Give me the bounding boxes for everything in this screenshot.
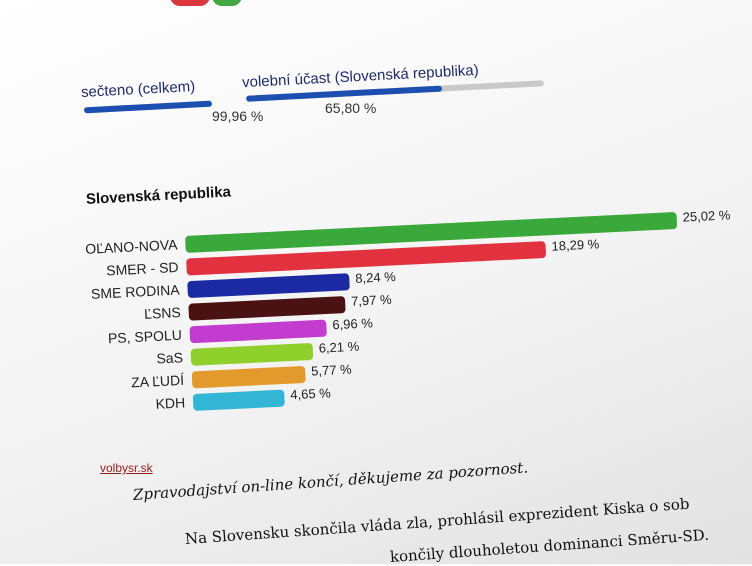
- bar-5: [190, 343, 314, 366]
- bar-3: [188, 296, 346, 321]
- source-link[interactable]: volbysr.sk: [100, 461, 153, 475]
- value-label-2: 8,24 %: [355, 269, 397, 286]
- category-label-0: OĽANO-NOVA: [85, 236, 179, 257]
- category-label-6: ZA ĽUDÍ: [131, 372, 185, 391]
- value-label-4: 6,96 %: [332, 315, 374, 332]
- category-label-4: PS, SPOLU: [108, 327, 183, 347]
- category-label-5: SaS: [156, 349, 183, 366]
- value-label-1: 18,29 %: [551, 236, 600, 253]
- value-label-6: 5,77 %: [311, 362, 353, 379]
- bar-7: [192, 389, 285, 411]
- bar-6: [191, 366, 306, 389]
- bar-0: [185, 212, 678, 253]
- value-label-3: 7,97 %: [351, 292, 393, 309]
- value-label-0: 25,02 %: [682, 207, 731, 224]
- category-label-3: ĽSNS: [144, 304, 181, 322]
- value-label-7: 4,65 %: [290, 385, 332, 402]
- counted-value: 99,96 %: [212, 108, 264, 124]
- bars-group: OĽANO-NOVA 25,02 % SMER - SD 18,29 % SME ROD…: [85, 207, 731, 412]
- bar-4: [189, 319, 327, 344]
- top-color-strip: [150, 0, 260, 10]
- bar-2: [187, 273, 350, 298]
- bar-1: [186, 241, 546, 276]
- turnout-value: 65,80 %: [325, 100, 377, 116]
- category-label-1: SMER - SD: [106, 259, 179, 279]
- category-label-2: SME RODINA: [91, 282, 181, 302]
- category-label-7: KDH: [155, 394, 185, 411]
- value-label-5: 6,21 %: [318, 339, 360, 356]
